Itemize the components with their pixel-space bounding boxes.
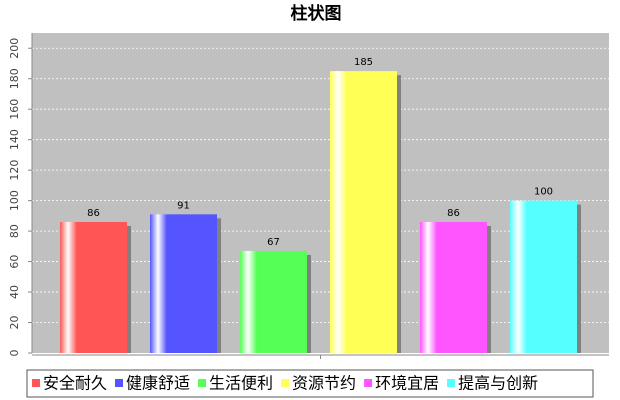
bar bbox=[330, 71, 397, 353]
value-label: 86 bbox=[87, 208, 100, 219]
y-tick-label: 100 bbox=[8, 190, 21, 211]
legend-label: 资源节约 bbox=[292, 374, 356, 393]
value-label: 100 bbox=[534, 187, 553, 198]
legend-swatch bbox=[364, 379, 373, 387]
y-tick-label: 20 bbox=[8, 316, 21, 330]
legend-swatch bbox=[281, 379, 290, 387]
value-label: 67 bbox=[267, 237, 280, 248]
legend: 安全耐久 健康舒适 生活便利 资源节约 环境宜居 提高与创新 bbox=[26, 369, 594, 398]
bar bbox=[60, 221, 127, 353]
y-tick-label: 200 bbox=[8, 38, 21, 59]
value-label: 86 bbox=[447, 208, 460, 219]
value-label: 185 bbox=[354, 57, 373, 68]
y-tick-label: 120 bbox=[8, 160, 21, 181]
value-label: 91 bbox=[177, 200, 190, 211]
bar bbox=[510, 200, 577, 353]
legend-label: 安全耐久 bbox=[43, 374, 107, 393]
legend-swatch bbox=[115, 379, 124, 387]
y-tick-label: 80 bbox=[8, 224, 21, 238]
legend-swatch bbox=[447, 379, 456, 387]
bar bbox=[240, 250, 307, 353]
y-tick-label: 0 bbox=[8, 350, 21, 357]
bar bbox=[150, 214, 217, 353]
legend-label: 环境宜居 bbox=[375, 374, 439, 393]
y-tick-label: 180 bbox=[8, 68, 21, 89]
legend-label: 提高与创新 bbox=[458, 374, 538, 393]
y-tick-label: 40 bbox=[8, 285, 21, 299]
legend-label: 健康舒适 bbox=[126, 374, 190, 393]
y-tick-label: 160 bbox=[8, 99, 21, 120]
bar bbox=[420, 221, 487, 353]
legend-swatch bbox=[32, 379, 40, 387]
y-tick-label: 140 bbox=[8, 129, 21, 150]
legend-label: 生活便利 bbox=[209, 374, 273, 393]
chart-title: 柱状图 bbox=[291, 3, 342, 24]
y-tick-label: 60 bbox=[8, 255, 21, 269]
legend-swatch bbox=[198, 379, 207, 387]
